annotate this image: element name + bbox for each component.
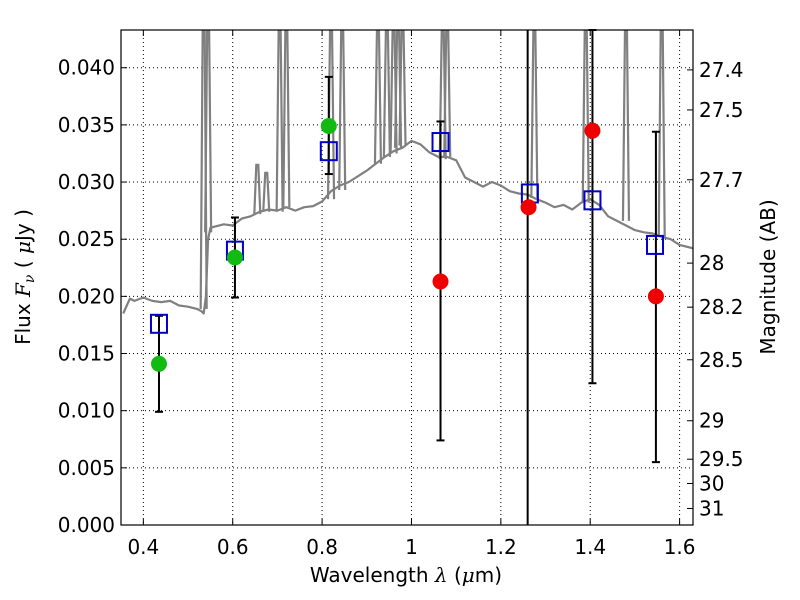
model-square-marker xyxy=(149,313,168,334)
emission-line-spike xyxy=(373,30,383,164)
emission-line-spike xyxy=(443,30,452,157)
right-tick-label: 28.2 xyxy=(699,295,744,319)
right-tick-label: 27.7 xyxy=(699,168,744,192)
right-tick-label: 28 xyxy=(699,251,724,275)
tick-labels: 0.4 0.6 0.8 1 1.2 1.4 1.6 0.000 0.005 0.010 0.015 0… xyxy=(58,56,744,559)
emission-line-spike xyxy=(253,163,262,215)
right-tick-label: 31 xyxy=(699,496,724,520)
red-data-point xyxy=(520,199,537,216)
y-tick-label: 0.005 xyxy=(58,456,115,480)
right-tick-label: 29.5 xyxy=(699,447,744,471)
x-tick-label: 1.4 xyxy=(574,535,606,559)
emission-line-spike xyxy=(338,30,347,191)
model-square-marker xyxy=(583,190,602,211)
emission-line-spike xyxy=(262,171,271,212)
red-data-point xyxy=(584,122,601,139)
y-tick-label: 0.040 xyxy=(58,56,115,80)
x-tick-label: 0.8 xyxy=(306,535,338,559)
y-tick-label: 0.020 xyxy=(58,284,115,308)
emission-line-spike xyxy=(282,30,291,208)
model-square-marker xyxy=(431,132,450,153)
right-tick-label: 27.4 xyxy=(699,58,744,82)
right-tick-label: 28.5 xyxy=(699,348,744,372)
sed-continuum-line xyxy=(122,139,693,315)
series-layer xyxy=(122,30,693,315)
x-tick-label: 1.2 xyxy=(485,535,517,559)
y-tick-label: 0.010 xyxy=(58,399,115,423)
x-tick-label: 0.6 xyxy=(217,535,249,559)
emission-line-spike xyxy=(581,30,590,203)
emission-line-spike xyxy=(621,30,631,221)
model-square-marker xyxy=(319,141,338,162)
x-tick-label: 1 xyxy=(405,535,418,559)
y-axis-label: Flux Fν ( μJy ) xyxy=(11,209,38,345)
y-tick-label: 0.030 xyxy=(58,170,115,194)
emission-line-spike xyxy=(275,30,284,212)
emission-line-spike xyxy=(204,30,213,233)
y-tick-label: 0.025 xyxy=(58,227,115,251)
y-tick-label: 0.015 xyxy=(58,342,115,366)
right-tick-label: 27.5 xyxy=(699,98,744,122)
model-square-marker xyxy=(646,234,665,255)
x-tick-label: 0.4 xyxy=(127,535,159,559)
green-data-point xyxy=(226,249,243,266)
emission-line-spike xyxy=(530,30,539,199)
x-tick-label: 1.6 xyxy=(664,535,696,559)
y-tick-label: 0.000 xyxy=(58,513,115,537)
red-data-point xyxy=(432,273,449,290)
right-tick-label: 29 xyxy=(699,409,724,433)
plot-frame xyxy=(120,29,694,526)
green-data-point xyxy=(150,355,167,372)
emission-line-spike xyxy=(382,30,391,157)
red-data-point xyxy=(647,288,664,305)
emission-line-spike xyxy=(398,30,407,146)
ticks xyxy=(121,30,693,526)
markers-layer xyxy=(149,29,665,525)
right-axis-label: Magnitude (AB) xyxy=(756,199,780,354)
emission-line-spike xyxy=(657,30,666,237)
y-tick-label: 0.035 xyxy=(58,113,115,137)
green-data-point xyxy=(320,118,337,135)
right-tick-label: 30 xyxy=(699,471,724,495)
x-axis-label: Wavelength λ (μm) xyxy=(310,563,502,587)
